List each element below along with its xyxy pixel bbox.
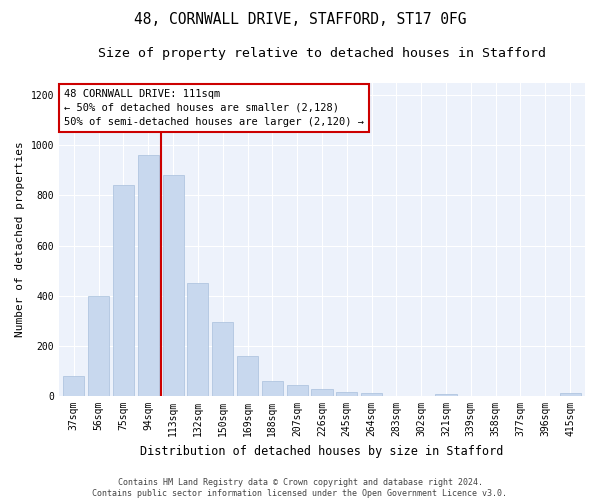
- X-axis label: Distribution of detached houses by size in Stafford: Distribution of detached houses by size …: [140, 444, 503, 458]
- Bar: [361, 392, 382, 396]
- Bar: [187, 283, 208, 396]
- Bar: [560, 393, 581, 396]
- Bar: [113, 186, 134, 396]
- Y-axis label: Number of detached properties: Number of detached properties: [15, 142, 25, 337]
- Text: 48, CORNWALL DRIVE, STAFFORD, ST17 0FG: 48, CORNWALL DRIVE, STAFFORD, ST17 0FG: [134, 12, 466, 28]
- Bar: [436, 394, 457, 396]
- Bar: [163, 176, 184, 396]
- Bar: [311, 388, 332, 396]
- Title: Size of property relative to detached houses in Stafford: Size of property relative to detached ho…: [98, 48, 546, 60]
- Bar: [262, 381, 283, 396]
- Text: 48 CORNWALL DRIVE: 111sqm
← 50% of detached houses are smaller (2,128)
50% of se: 48 CORNWALL DRIVE: 111sqm ← 50% of detac…: [64, 89, 364, 127]
- Bar: [212, 322, 233, 396]
- Text: Contains HM Land Registry data © Crown copyright and database right 2024.
Contai: Contains HM Land Registry data © Crown c…: [92, 478, 508, 498]
- Bar: [88, 296, 109, 396]
- Bar: [287, 385, 308, 396]
- Bar: [63, 376, 85, 396]
- Bar: [237, 356, 258, 396]
- Bar: [336, 392, 358, 396]
- Bar: [138, 155, 159, 396]
